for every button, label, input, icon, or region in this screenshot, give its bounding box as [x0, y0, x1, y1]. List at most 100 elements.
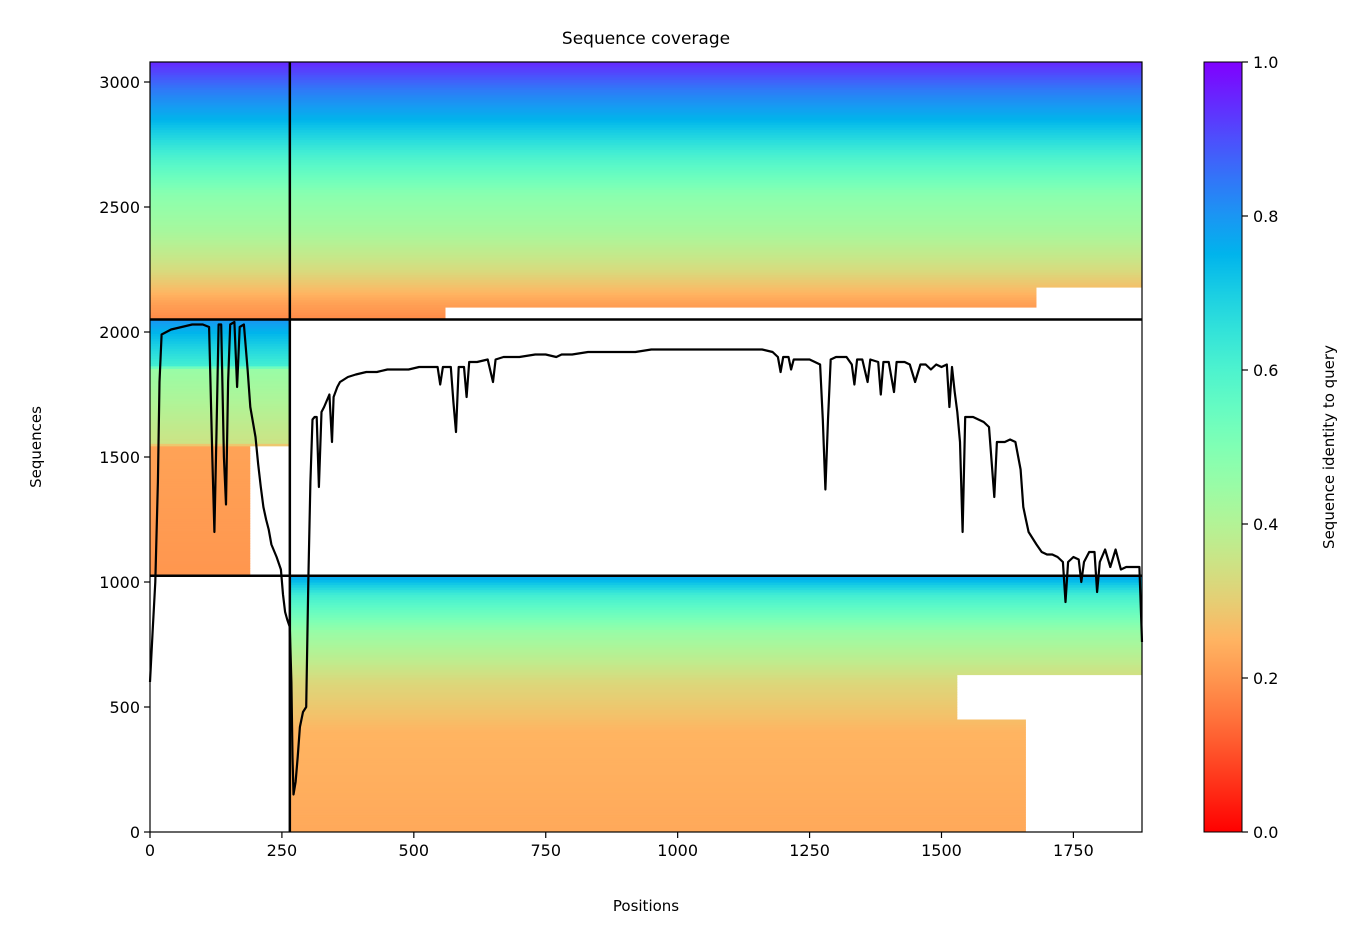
heatmap-row — [150, 518, 251, 522]
colorbar-label: Sequence identity to query — [1320, 345, 1338, 549]
heatmap-row — [150, 212, 1142, 216]
heatmap-row — [150, 330, 290, 334]
heatmap-row — [289, 757, 1026, 761]
heatmap-row — [150, 252, 1142, 256]
heatmap-row — [150, 490, 251, 494]
heatmap-row — [150, 234, 1142, 238]
heatmap-row — [150, 287, 1037, 291]
colorbar — [1203, 61, 1243, 833]
heatmap-row — [150, 142, 1142, 146]
heatmap-row — [289, 799, 1026, 803]
heatmap-row — [150, 294, 1037, 298]
heatmap-row — [289, 584, 1142, 588]
heatmap-row — [289, 654, 1142, 658]
heatmap-row — [289, 667, 1142, 671]
heatmap-row — [150, 385, 290, 389]
heatmap-row — [150, 460, 251, 464]
heatmap-row — [289, 724, 1026, 728]
colorbar-tick-label: 1.0 — [1253, 53, 1278, 72]
heatmap-row — [150, 112, 1142, 116]
heatmap-row — [150, 139, 1142, 143]
heatmap-row — [289, 649, 1142, 653]
heatmap-row — [150, 107, 1142, 111]
heatmap-row — [289, 612, 1142, 616]
heatmap-row — [289, 614, 1142, 618]
heatmap-row — [150, 249, 1142, 253]
heatmap-row — [150, 157, 1142, 161]
x-axis-ticks: 0 250 500 750 1000 1250 1500 1750 — [145, 832, 1094, 860]
heatmap-row — [150, 445, 251, 449]
y-tick-label: 0 — [130, 823, 140, 842]
heatmap-row — [289, 732, 1026, 736]
heatmap-row — [150, 197, 1142, 201]
block-separators — [150, 62, 1142, 832]
heatmap-row — [289, 729, 1026, 733]
heatmap-row — [150, 358, 290, 362]
heatmap-row — [150, 375, 290, 379]
heatmap-row — [150, 172, 1142, 176]
heatmap-row — [289, 704, 958, 708]
heatmap-row — [150, 508, 251, 512]
heatmap-row — [150, 254, 1142, 258]
colorbar-ticks: 0.0 0.2 0.4 0.6 0.8 1.0 — [1242, 53, 1278, 842]
heatmap-row — [150, 84, 1142, 88]
heatmap-row — [150, 473, 251, 477]
heatmap-row — [289, 582, 1142, 586]
heatmap-row — [150, 92, 1142, 96]
heatmap-row — [150, 543, 251, 547]
heatmap-row — [150, 307, 446, 311]
heatmap-row — [150, 134, 1142, 138]
heatmap-row — [150, 299, 1037, 303]
heatmap-row — [150, 114, 1142, 118]
heatmap-row — [150, 368, 290, 372]
heatmap-row — [289, 609, 1142, 613]
heatmap-row — [150, 480, 251, 484]
heatmap-row — [289, 669, 1142, 673]
heatmap-row — [289, 617, 1142, 621]
heatmap-row — [150, 478, 251, 482]
heatmap-row — [150, 440, 290, 444]
heatmap-row — [150, 458, 251, 462]
heatmap-row — [289, 629, 1142, 633]
heatmap-row — [150, 400, 290, 404]
heatmap-row — [150, 77, 1142, 81]
heatmap-row — [150, 453, 251, 457]
heatmap-row — [150, 102, 1142, 106]
heatmap-row — [150, 408, 290, 412]
heatmap-row — [150, 495, 251, 499]
heatmap-row — [289, 597, 1142, 601]
heatmap-row — [150, 510, 251, 514]
heatmap-row — [150, 232, 1142, 236]
heatmap-row — [289, 687, 958, 691]
heatmap-row — [289, 587, 1142, 591]
colorbar-tick-label: 0.2 — [1253, 669, 1278, 688]
heatmap-row — [150, 292, 1037, 296]
heatmap-row — [289, 642, 1142, 646]
x-tick-label: 1500 — [921, 841, 962, 860]
heatmap-row — [150, 353, 290, 357]
heatmap-row — [289, 762, 1026, 766]
heatmap-row — [289, 697, 958, 701]
heatmap-row — [150, 282, 1142, 286]
heatmap-row — [150, 468, 251, 472]
heatmap-row — [150, 420, 290, 424]
heatmap-row — [289, 712, 958, 716]
heatmap-row — [150, 267, 1142, 271]
heatmap-row — [289, 807, 1026, 811]
heatmap-row — [289, 647, 1142, 651]
heatmap-row — [150, 515, 251, 519]
heatmap-row — [150, 370, 290, 374]
heatmap-row — [289, 684, 958, 688]
heatmap-block-bottom — [289, 575, 1142, 832]
heatmap-row — [289, 579, 1142, 583]
heatmap-row — [150, 124, 1142, 128]
heatmap-row — [150, 87, 1142, 91]
heatmap-row — [150, 443, 290, 447]
heatmap-row — [150, 104, 1142, 108]
heatmap-row — [289, 777, 1026, 781]
heatmap-row — [289, 604, 1142, 608]
heatmap-row — [150, 523, 251, 527]
heatmap-row — [289, 829, 1026, 832]
heatmap-row — [150, 433, 290, 437]
